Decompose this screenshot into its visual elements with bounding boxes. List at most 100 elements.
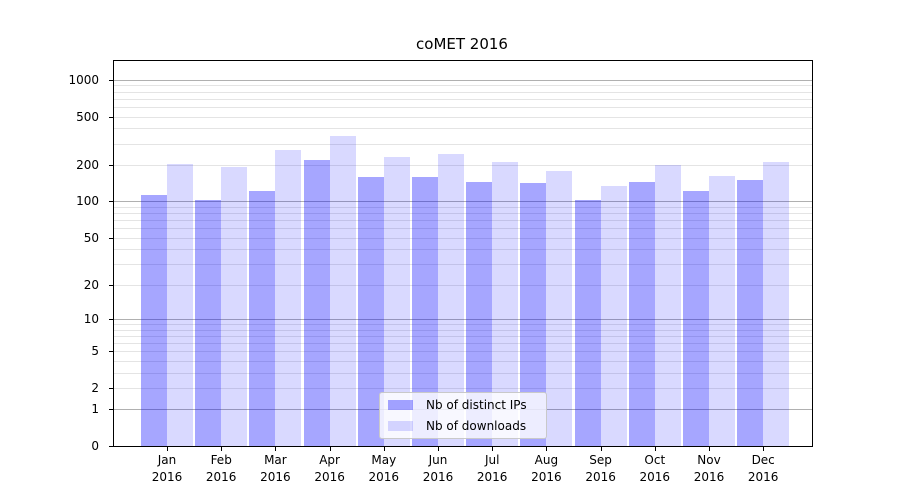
x-tick-jul xyxy=(492,447,494,451)
x-tick-aug xyxy=(546,447,548,451)
plot-area: 0 1 2 5 10 20 50 100 200 500 1000 Jan 2016 Feb 2016 M… xyxy=(68,60,813,484)
y-tick-0 xyxy=(109,446,113,447)
x-tick-oct xyxy=(654,447,656,451)
bar-distinct-ips-mar xyxy=(249,190,276,446)
gridline-minor-500 xyxy=(114,116,812,118)
gridline-minor-90 xyxy=(114,206,812,208)
gridline-minor-40 xyxy=(114,249,812,251)
bar-downloads-jan xyxy=(167,164,193,446)
bar-downloads-oct xyxy=(654,164,681,446)
legend: Nb of distinct IPs Nb of downloads xyxy=(379,392,547,439)
gridline-minor-2 xyxy=(114,387,812,389)
bar-downloads-dec xyxy=(763,162,790,446)
x-tick-label-aug: Aug 2016 xyxy=(531,453,562,484)
gridline-minor-60 xyxy=(114,228,812,230)
x-tick-label-oct: Oct 2016 xyxy=(639,453,671,484)
y-tick-2 xyxy=(109,387,113,389)
x-tick-label-dec: Dec 2016 xyxy=(747,453,779,484)
x-tick-nov xyxy=(709,447,710,451)
y-tick-500 xyxy=(109,116,113,118)
gridline-minor-600 xyxy=(114,106,812,108)
gridline-minor-70 xyxy=(114,220,812,222)
gridline-minor-7 xyxy=(114,335,812,337)
gridline-minor-200 xyxy=(114,164,812,166)
y-tick-label-0: 0 xyxy=(91,439,99,453)
gridline-major-100 xyxy=(114,201,812,203)
gridline-minor-800 xyxy=(114,91,812,93)
x-tick-label-jun: Jun 2016 xyxy=(422,453,454,484)
gridline-minor-30 xyxy=(114,264,812,265)
gridline-minor-400 xyxy=(114,128,812,130)
y-tick-label-200: 200 xyxy=(76,157,99,172)
bar-distinct-ips-oct xyxy=(628,181,655,446)
x-tick-apr xyxy=(329,447,331,451)
gridline-minor-300 xyxy=(114,143,812,145)
x-tick-label-jan: Jan 2016 xyxy=(151,453,183,484)
gridline-minor-700 xyxy=(114,98,812,100)
x-tick-label-apr: Apr 2016 xyxy=(314,453,345,484)
bar-distinct-ips-dec xyxy=(737,180,764,446)
legend-item-distinct-ips: Nb of distinct IPs xyxy=(388,398,538,412)
chart-title: coMET 2016 xyxy=(416,35,508,53)
gridline-minor-50 xyxy=(114,237,812,239)
bar-distinct-ips-jan xyxy=(141,195,167,446)
bar-distinct-ips-nov xyxy=(683,190,709,446)
gridline-minor-6 xyxy=(114,342,812,344)
x-tick-mar xyxy=(275,447,277,451)
y-tick-200 xyxy=(109,164,113,166)
gridline-major-10 xyxy=(114,318,812,320)
y-tick-5 xyxy=(109,351,113,352)
gridline-minor-20 xyxy=(114,284,812,286)
bar-downloads-apr xyxy=(329,135,356,446)
legend-item-downloads: Nb of downloads xyxy=(388,419,538,433)
bar-distinct-ips-sep xyxy=(574,199,601,446)
x-tick-label-jul: Jul 2016 xyxy=(476,453,508,484)
y-tick-label-20: 20 xyxy=(83,277,99,292)
x-tick-jun xyxy=(438,447,439,451)
y-tick-1 xyxy=(109,409,113,411)
gridline-major-1000 xyxy=(114,79,812,81)
y-tick-label-1000: 1000 xyxy=(68,72,99,87)
x-tick-jan xyxy=(167,447,168,451)
legend-label-distinct-ips: Nb of distinct IPs xyxy=(426,398,527,412)
y-tick-label-500: 500 xyxy=(76,109,99,124)
legend-swatch-distinct-ips xyxy=(388,400,413,410)
gridline-minor-4 xyxy=(114,360,812,362)
y-tick-label-100: 100 xyxy=(76,194,99,209)
y-tick-label-10: 10 xyxy=(83,311,99,326)
y-tick-50 xyxy=(109,237,113,239)
x-tick-sep xyxy=(600,447,602,451)
gridline-minor-900 xyxy=(114,85,812,87)
x-tick-label-may: May 2016 xyxy=(368,453,400,484)
x-tick-feb xyxy=(221,447,223,451)
y-tick-label-5: 5 xyxy=(91,344,99,358)
bar-downloads-aug xyxy=(546,170,573,446)
bar-distinct-ips-apr xyxy=(303,159,330,446)
gridline-minor-80 xyxy=(114,213,812,215)
x-tick-dec xyxy=(763,447,765,451)
x-tick-label-mar: Mar 2016 xyxy=(260,453,291,484)
y-tick-label-2: 2 xyxy=(91,380,99,395)
x-tick-label-sep: Sep 2016 xyxy=(585,453,616,484)
bar-distinct-ips-feb xyxy=(195,199,222,446)
y-tick-label-1: 1 xyxy=(91,402,99,417)
bar-downloads-sep xyxy=(600,185,627,446)
gridline-minor-9 xyxy=(114,323,812,325)
gridline-minor-5 xyxy=(114,351,812,352)
legend-swatch-downloads xyxy=(388,421,413,431)
y-tick-10 xyxy=(109,318,113,320)
x-tick-label-feb: Feb 2016 xyxy=(205,453,237,484)
y-tick-label-50: 50 xyxy=(83,230,99,245)
gridline-minor-3 xyxy=(114,372,812,374)
bar-downloads-nov xyxy=(709,176,735,446)
y-tick-20 xyxy=(109,284,113,286)
bar-downloads-mar xyxy=(275,149,302,446)
y-tick-100 xyxy=(109,201,113,203)
x-tick-may xyxy=(383,447,385,451)
gridline-minor-8 xyxy=(114,329,812,331)
legend-label-downloads: Nb of downloads xyxy=(426,419,527,433)
x-tick-label-nov: Nov 2016 xyxy=(693,453,725,484)
y-tick-1000 xyxy=(109,79,113,81)
bar-downloads-feb xyxy=(221,167,248,446)
